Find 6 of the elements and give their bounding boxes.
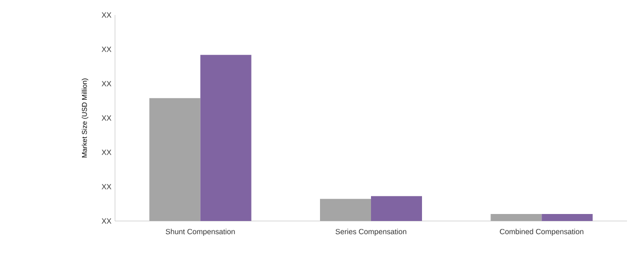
bar — [371, 196, 422, 221]
bar — [542, 214, 593, 221]
bar — [320, 198, 372, 221]
bar — [200, 54, 252, 221]
bar — [490, 214, 542, 221]
bar — [149, 98, 200, 221]
